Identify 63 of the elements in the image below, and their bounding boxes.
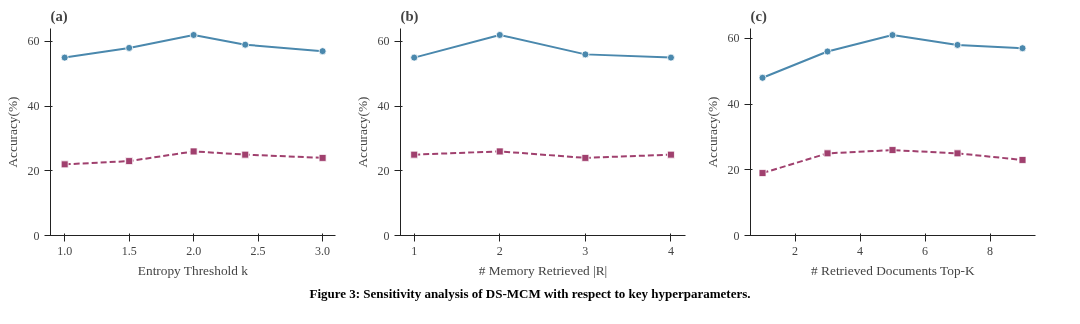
point: [318, 47, 327, 56]
y-axis-title: Accuracy(%): [704, 96, 720, 168]
chart-title: (c): [750, 7, 767, 25]
point: [410, 150, 419, 159]
point: [60, 160, 69, 169]
y-tick-label: 60: [377, 34, 390, 49]
point: [1018, 44, 1027, 53]
y-axis-title: Accuracy(%): [354, 96, 370, 168]
x-tick-label: 2.0: [186, 243, 202, 258]
y-tick-label: 0: [733, 228, 740, 243]
point: [241, 150, 250, 159]
y-tick-label: 60: [727, 31, 740, 46]
y-tick-label: 20: [727, 162, 740, 177]
x-tick-label: 1.0: [57, 243, 73, 258]
point: [495, 31, 504, 39]
point: [758, 169, 767, 177]
point: [888, 31, 897, 39]
point: [953, 41, 962, 49]
x-tick-label: 2: [496, 243, 503, 258]
point: [495, 147, 504, 156]
point: [581, 153, 590, 162]
point: [241, 40, 250, 49]
point: [125, 44, 134, 52]
chart-title: (a): [50, 7, 68, 25]
x-tick-label: 2.5: [250, 243, 266, 258]
point: [953, 149, 962, 158]
point: [60, 53, 69, 62]
caption: Figure 3: Sensitivity analysis of DS-MCM with respect to key hyperparameters.: [309, 285, 751, 303]
y-tick-label: 40: [727, 97, 740, 112]
y-tick-label: 40: [377, 99, 390, 114]
x-tick-label: 6: [922, 243, 929, 258]
point: [318, 153, 327, 162]
y-tick-label: 60: [27, 34, 40, 49]
chart-title: (b): [400, 7, 419, 25]
point: [758, 73, 767, 82]
x-tick-label: 4: [857, 243, 864, 258]
x-tick-label: 2: [792, 243, 799, 258]
point: [125, 157, 134, 166]
point: [667, 53, 675, 62]
point: [888, 146, 897, 154]
y-axis-title: Accuracy(%): [4, 96, 20, 168]
x-tick-label: 1: [411, 243, 418, 258]
x-axis-title: # Memory Retrieved |R|: [478, 262, 608, 278]
y-tick-label: 20: [377, 163, 390, 178]
y-tick-label: 0: [383, 228, 390, 243]
y-tick-label: 20: [27, 163, 40, 178]
point: [189, 147, 198, 156]
x-tick-label: 3.0: [315, 243, 331, 258]
x-axis-title: # Retrieved Documents Top-K: [811, 262, 976, 278]
point: [1018, 156, 1027, 164]
x-tick-label: 4: [667, 243, 674, 258]
y-tick-label: 0: [33, 228, 40, 243]
x-axis-title: Entropy Threshold k: [137, 262, 249, 278]
point: [823, 149, 832, 158]
x-tick-label: 1.5: [121, 243, 137, 258]
x-tick-label: 8: [987, 243, 993, 258]
point: [823, 47, 832, 56]
point: [189, 31, 198, 39]
x-tick-label: 3: [582, 243, 589, 258]
point: [667, 150, 675, 159]
point: [581, 50, 590, 59]
point: [410, 53, 419, 62]
y-tick-label: 40: [27, 99, 40, 114]
